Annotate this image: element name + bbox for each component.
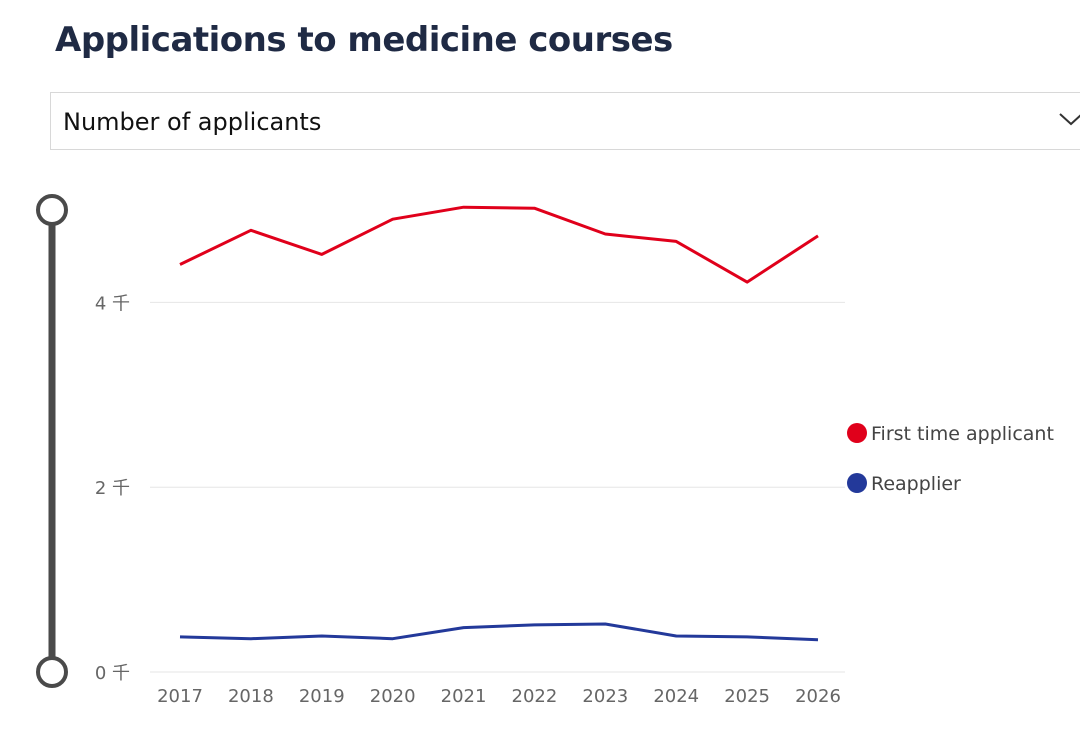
legend-marker xyxy=(847,423,867,443)
x-tick-label: 2025 xyxy=(724,686,770,707)
chevron-down-icon xyxy=(1059,113,1080,126)
x-tick-label: 2020 xyxy=(370,686,416,707)
x-tick-label: 2024 xyxy=(653,686,699,707)
legend-marker xyxy=(847,473,867,493)
x-tick-label: 2017 xyxy=(157,686,203,707)
x-tick-label: 2026 xyxy=(795,686,841,707)
x-tick-label: 2018 xyxy=(228,686,274,707)
measure-dropdown-value: Number of applicants xyxy=(63,108,322,136)
series-line[interactable]: First time applicant xyxy=(179,205,819,284)
legend: First time applicant Reapplier xyxy=(847,423,1054,495)
page-title: Applications to medicine courses xyxy=(55,20,673,60)
x-tick-label: 2022 xyxy=(512,686,558,707)
series-lines: First time applicant Reapplier xyxy=(179,205,819,642)
series-line[interactable]: Reapplier xyxy=(179,622,819,642)
legend-label[interactable]: Reapplier xyxy=(871,473,961,495)
range-slider-top-handle[interactable] xyxy=(36,194,68,226)
y-tick-label: 2 千 xyxy=(95,478,130,499)
x-tick-label: 2023 xyxy=(582,686,628,707)
range-slider-bottom-handle[interactable] xyxy=(36,656,68,688)
y-axis: 0 千 2 千 4 千 xyxy=(95,293,130,684)
y-tick-label: 4 千 xyxy=(95,293,130,314)
x-tick-label: 2019 xyxy=(299,686,345,707)
legend-label[interactable]: First time applicant xyxy=(871,423,1054,445)
y-tick-label: 0 千 xyxy=(95,663,130,684)
measure-dropdown[interactable]: Number of applicants xyxy=(50,92,1080,150)
range-slider[interactable] xyxy=(36,194,68,688)
gridlines xyxy=(150,301,845,673)
x-axis: 2017 2018 2019 2020 2021 2022 2023 2024 2025 2026 xyxy=(157,686,841,707)
x-tick-label: 2021 xyxy=(441,686,487,707)
